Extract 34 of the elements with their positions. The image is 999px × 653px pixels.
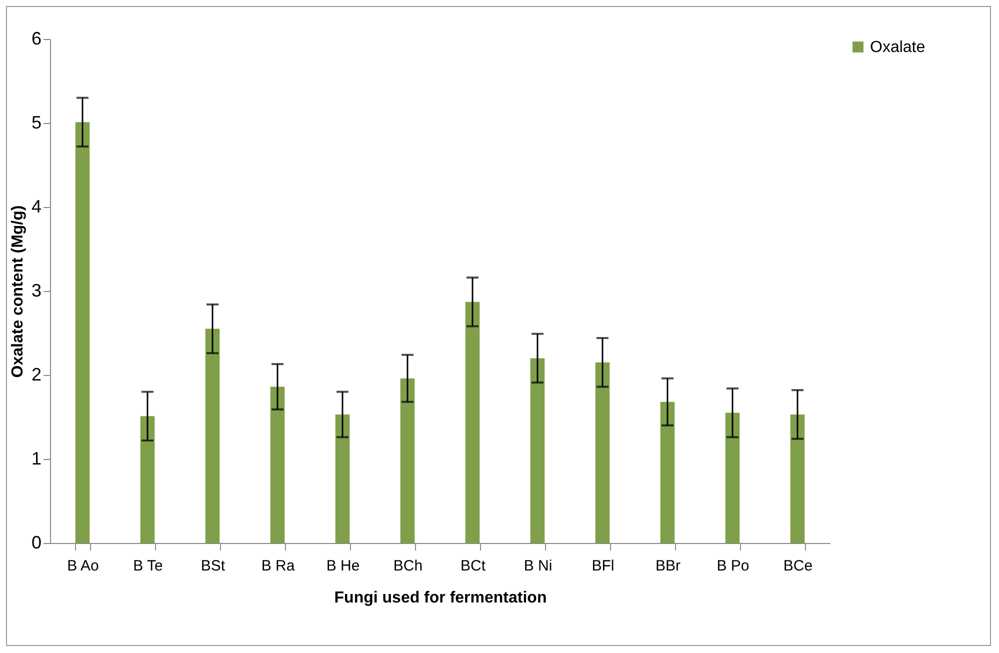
bar xyxy=(530,358,545,543)
bar xyxy=(400,378,415,543)
x-tick-label: BCe xyxy=(783,558,813,574)
x-tick-label: B Te xyxy=(133,558,163,574)
y-tick-label: 1 xyxy=(31,448,42,468)
x-tick-label: BBr xyxy=(655,558,681,574)
y-tick-label: 4 xyxy=(31,196,42,216)
x-tick-label: BCt xyxy=(460,558,486,574)
x-tick-label: BFl xyxy=(592,558,614,574)
x-tick-label: B He xyxy=(326,558,360,574)
bar xyxy=(205,328,220,543)
bar xyxy=(465,302,480,543)
x-tick-label: BCh xyxy=(393,558,423,574)
bar xyxy=(595,362,610,543)
y-tick-label: 6 xyxy=(31,28,42,48)
y-tick-label: 2 xyxy=(31,364,42,384)
bar xyxy=(140,416,155,543)
legend-label: Oxalate xyxy=(870,39,926,56)
x-tick-label: BSt xyxy=(200,558,226,574)
x-tick-label: B Ao xyxy=(67,558,99,574)
bar xyxy=(270,386,285,543)
bar xyxy=(725,412,740,543)
y-tick-label: 5 xyxy=(31,112,42,132)
y-tick-label: 0 xyxy=(31,532,42,552)
x-tick-label: B Ni xyxy=(524,558,552,574)
y-axis-title: Oxalate content (Mg/g) xyxy=(9,205,26,378)
bar xyxy=(335,414,350,543)
x-tick-label: B Ra xyxy=(261,558,296,574)
x-axis-title: Fungi used for fermentation xyxy=(334,590,547,606)
bar xyxy=(660,402,675,543)
bar xyxy=(75,122,90,543)
y-tick-label: 3 xyxy=(31,280,42,300)
x-tick-label: B Po xyxy=(716,558,750,574)
bar xyxy=(790,414,805,543)
